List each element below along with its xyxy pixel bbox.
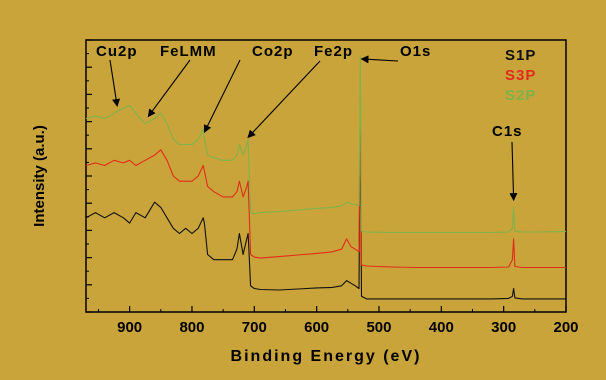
annotation-felmm: FeLMM bbox=[160, 43, 217, 60]
annotation-arrow-co2p bbox=[203, 59, 241, 134]
annotation-arrow-c1s bbox=[509, 141, 518, 202]
x-axis-title: Binding Energy (eV) bbox=[231, 348, 422, 365]
x-tick-label: 900 bbox=[117, 319, 142, 336]
x-tick-label: 400 bbox=[429, 319, 454, 336]
x-tick-label: 300 bbox=[491, 319, 516, 336]
y-axis-title: Intensity (a.u.) bbox=[31, 125, 48, 227]
series-line-s3p bbox=[85, 107, 566, 269]
x-tick-label: 700 bbox=[242, 319, 267, 336]
series-line-s1p bbox=[85, 96, 566, 300]
series-layer bbox=[85, 55, 567, 300]
x-tick-label: 800 bbox=[179, 319, 204, 336]
series-line-s2p bbox=[85, 55, 567, 234]
annotation-arrow-fe2p bbox=[247, 60, 321, 139]
legend-label-s3p: S3P bbox=[505, 67, 536, 84]
x-tick-label: 200 bbox=[553, 319, 578, 336]
annotation-arrow-o1s bbox=[360, 55, 399, 64]
annotation-fe2p: Fe2p bbox=[314, 43, 353, 60]
annotation-arrow-cu2p bbox=[109, 59, 121, 107]
legend: S1P S3P S2P bbox=[505, 47, 536, 104]
legend-label-s2p: S2P bbox=[505, 87, 536, 104]
annotation-co2p: Co2p bbox=[252, 43, 294, 60]
annotation-o1s: O1s bbox=[400, 43, 431, 60]
y-ticks bbox=[86, 39, 92, 313]
annotation-c1s: C1s bbox=[492, 123, 523, 140]
x-tick-label: 600 bbox=[304, 319, 329, 336]
x-ticks: 900 800 700 600 500 400 300 200 bbox=[97, 306, 579, 336]
annotation-cu2p: Cu2p bbox=[96, 43, 138, 60]
x-tick-label: 500 bbox=[366, 319, 391, 336]
annotations: Cu2p FeLMM Co2p Fe2p O1s C1s bbox=[96, 43, 523, 202]
legend-label-s1p: S1P bbox=[505, 47, 536, 64]
annotation-arrow-felmm bbox=[147, 59, 191, 118]
plot-area bbox=[85, 39, 567, 313]
